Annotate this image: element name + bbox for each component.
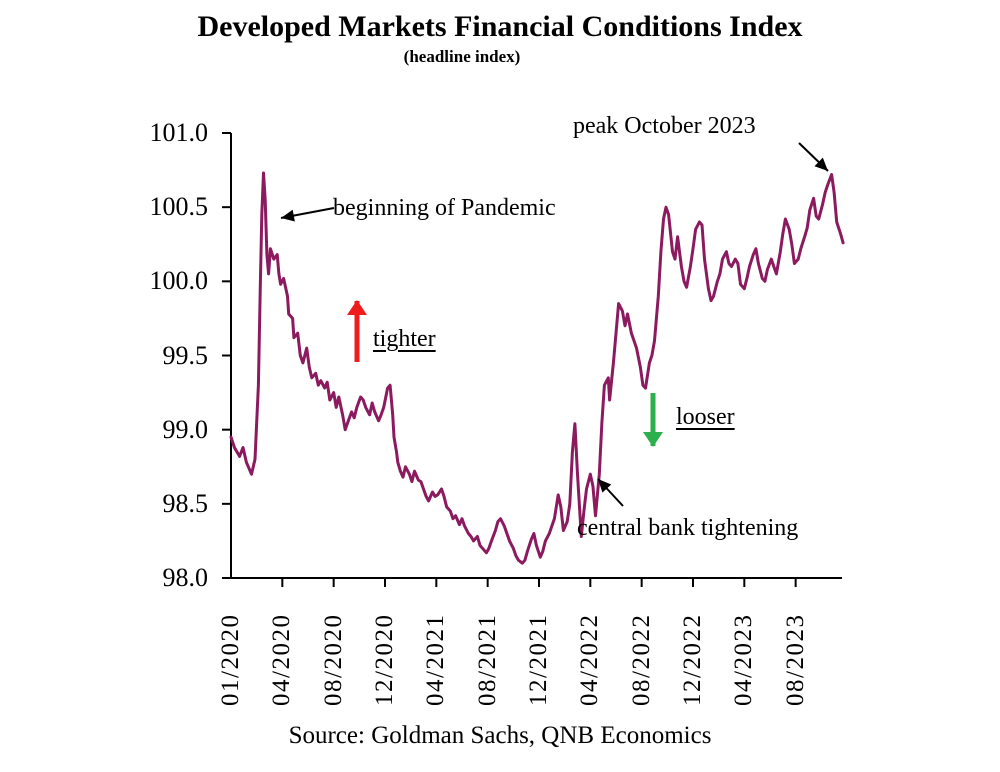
annotation-tighter: tighter — [373, 326, 436, 352]
x-axis-tick-label: 08/2021 — [473, 613, 501, 706]
chart-subtitle: (headline index) — [403, 47, 521, 66]
x-axis-tick-label: 04/2020 — [268, 613, 296, 706]
y-axis-tick-label: 100.0 — [149, 266, 209, 296]
x-axis-tick-label: 04/2021 — [422, 613, 450, 706]
annotation-looser: looser — [676, 404, 735, 430]
central-bank-arrow — [597, 478, 624, 507]
y-axis-tick-label: 98.5 — [162, 488, 209, 518]
x-axis-tick-label: 12/2022 — [678, 613, 706, 706]
chart-title: Developed Markets Financial Conditions I… — [197, 10, 803, 43]
x-axis-tick-label: 04/2023 — [730, 613, 758, 706]
x-axis-tick-label: 12/2021 — [524, 613, 552, 706]
annotation-pandemic: beginning of Pandemic — [333, 195, 556, 221]
y-axis-tick-label: 99.0 — [162, 414, 209, 444]
y-axis-tick-label: 98.0 — [162, 563, 209, 592]
y-axis-tick-label: 101.0 — [149, 118, 209, 147]
y-axis-tick-label: 99.5 — [162, 340, 209, 370]
annotation-peak-october-2023: peak October 2023 — [573, 113, 756, 139]
source-note: Source: Goldman Sachs, QNB Economics — [288, 722, 712, 749]
fci-line-series — [229, 171, 845, 565]
series-group — [229, 171, 845, 565]
x-axis-tick-label: 08/2023 — [781, 613, 809, 706]
x-axis-tick-label: 01/2020 — [217, 613, 244, 706]
x-axis-tick-label: 08/2020 — [319, 613, 347, 706]
y-axis-tick-label: 100.5 — [149, 192, 209, 222]
x-axis-tick-label: 12/2020 — [370, 613, 398, 706]
annotation-central-bank-tightening: central bank tightening — [577, 515, 799, 541]
pandemic-arrow — [280, 207, 335, 222]
x-axis-tick-label: 04/2022 — [576, 613, 604, 706]
peak-arrow — [798, 142, 829, 172]
x-axis-tick-label: 08/2022 — [627, 613, 655, 706]
axes-group — [222, 132, 842, 587]
